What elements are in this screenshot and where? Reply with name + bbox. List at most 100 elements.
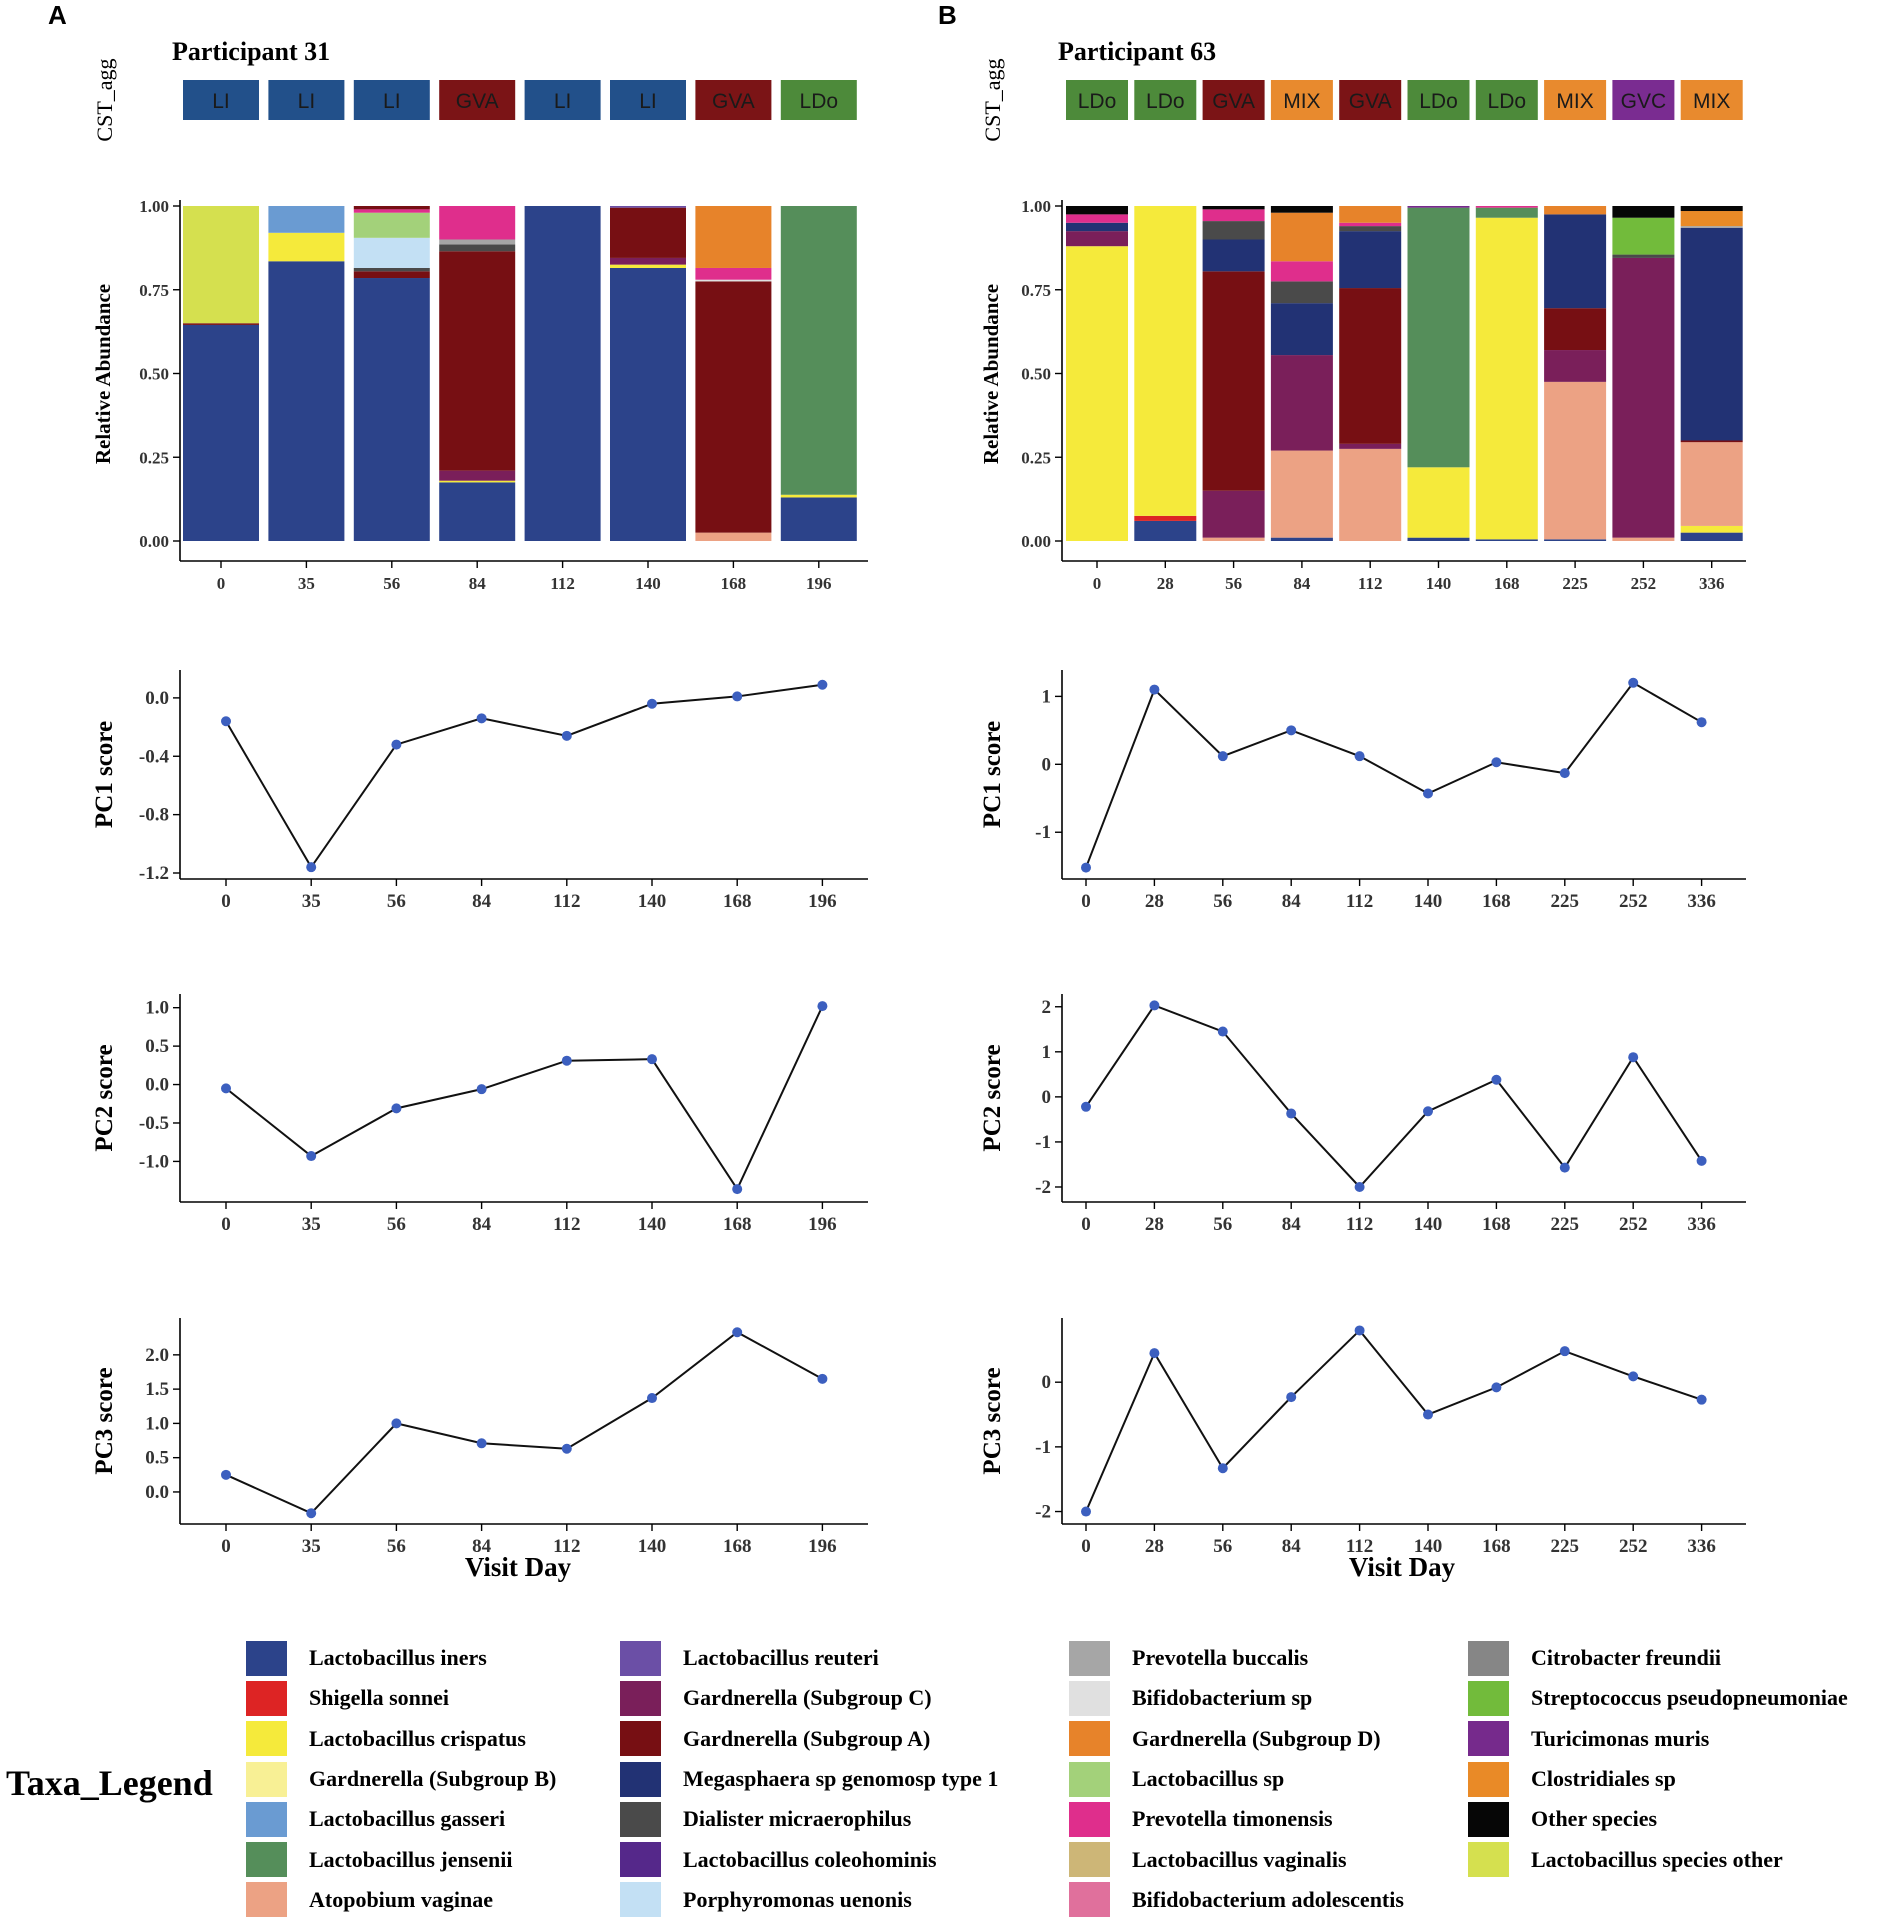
- bar-segment: [1066, 231, 1128, 247]
- bar-segment: [695, 206, 772, 268]
- y-tick-label: -0.5: [139, 1113, 169, 1134]
- x-tick-label: 196: [808, 1214, 837, 1235]
- cst-cell: [439, 80, 516, 120]
- bar-segment: [353, 206, 430, 210]
- bar-segment: [1544, 206, 1607, 215]
- legend-label: Citrobacter freundii: [1531, 1645, 1722, 1671]
- y-tick-label: 2: [1042, 997, 1052, 1018]
- y-tick-label: 0.5: [145, 1036, 169, 1057]
- bar-segment: [1407, 207, 1470, 468]
- x-tick-label: 140: [638, 1536, 667, 1557]
- bar-segment: [1680, 525, 1743, 533]
- cst-cell: [610, 80, 686, 120]
- cst-cell: [1544, 80, 1607, 120]
- data-point: [1559, 768, 1570, 779]
- x-tick-label: 56: [383, 574, 400, 593]
- x-tick-label: 56: [1213, 1536, 1232, 1557]
- legend-swatch: [246, 1640, 287, 1676]
- bar-segment: [1339, 222, 1402, 227]
- data-point: [476, 713, 487, 724]
- legend-item: Atopobium vaginae: [246, 1880, 556, 1920]
- x-tick-label: 56: [387, 1214, 406, 1235]
- x-tick-label: 0: [221, 891, 231, 912]
- bar-segment: [1475, 207, 1538, 218]
- legend-column: Lactobacillus reuteri Gardnerella (Subgro…: [620, 1638, 998, 1920]
- bar-segment: [695, 532, 772, 541]
- y-tick-label: 0.25: [1021, 448, 1051, 467]
- x-tick-label: 28: [1145, 1536, 1164, 1557]
- y-tick-label: -1: [1035, 822, 1051, 843]
- x-tick-label: 168: [1482, 891, 1511, 912]
- y-tick-label: 0.0: [145, 1075, 169, 1096]
- legend-swatch: [620, 1680, 661, 1716]
- x-tick-label: 0: [1081, 1536, 1091, 1557]
- series-line: [1085, 1328, 1702, 1512]
- data-point: [732, 1327, 743, 1338]
- x-tick-label: 225: [1551, 1214, 1580, 1235]
- y-tick-label: -2: [1035, 1177, 1051, 1198]
- y-tick-label: 0.50: [1021, 365, 1051, 384]
- x-axis-title: Visit Day: [465, 1552, 572, 1582]
- cst-cell: [1134, 80, 1197, 120]
- legend-label: Atopobium vaginae: [309, 1886, 493, 1912]
- legend-label: Turicimonas muris: [1531, 1725, 1710, 1751]
- x-tick-label: 84: [1282, 1536, 1302, 1557]
- cst-cell: [268, 80, 345, 120]
- data-point: [647, 698, 657, 709]
- legend-item: Prevotella buccalis: [1069, 1638, 1404, 1678]
- cst-cell: [1680, 80, 1743, 120]
- bar-segment: [353, 209, 430, 213]
- data-point: [1491, 757, 1502, 768]
- data-point: [1286, 1108, 1297, 1119]
- legend-column: Citrobacter freundii Streptococcus pseudo…: [1468, 1638, 1848, 1880]
- bar-segment: [1612, 217, 1675, 255]
- y-tick-label: -0.8: [139, 805, 169, 826]
- bar-segment: [610, 264, 686, 268]
- bar-segment: [524, 206, 601, 541]
- bar-segment: [1202, 271, 1265, 491]
- bar-segment: [1202, 537, 1265, 541]
- y-tick-label: 0.75: [139, 281, 169, 300]
- data-point: [221, 1083, 231, 1094]
- legend-swatch: [620, 1801, 661, 1837]
- pc-chart-a-1: -1.2 -0.8 -0.4 0.0 0 35 56 84 112 140 168 196 PC1 sc…: [91, 670, 868, 912]
- legend-label: Lactobacillus iners: [309, 1645, 487, 1671]
- legend-item: Lactobacillus species other: [1468, 1839, 1848, 1879]
- x-tick-label: 140: [1414, 1536, 1443, 1557]
- bar-segment: [1339, 226, 1402, 232]
- x-tick-label: 140: [1414, 891, 1443, 912]
- x-tick-label: 336: [1687, 1214, 1716, 1235]
- data-point: [561, 1055, 572, 1066]
- legend-label: Bifidobacterium adolescentis: [1132, 1886, 1404, 1912]
- y-tick-label: 0: [1042, 1087, 1052, 1108]
- x-tick-label: 112: [553, 1536, 580, 1557]
- bar-segment: [1202, 239, 1265, 272]
- cst-cell-label: MIX: [1693, 90, 1730, 113]
- bar-segment: [1066, 246, 1128, 541]
- x-tick-label: 56: [1213, 1214, 1232, 1235]
- legend-swatch: [246, 1680, 287, 1716]
- legend-label: Bifidobacterium sp: [1132, 1685, 1313, 1711]
- bar-segment: [1339, 206, 1402, 223]
- legend-item: Lactobacillus coleohominis: [620, 1839, 998, 1879]
- legend-label: Megasphaera sp genomosp type 1: [683, 1766, 999, 1792]
- x-tick-label: 35: [302, 891, 321, 912]
- x-tick-label: 0: [221, 1536, 231, 1557]
- x-tick-label: 35: [298, 574, 315, 593]
- x-tick-label: 84: [1293, 574, 1311, 593]
- data-point: [476, 1084, 487, 1095]
- cst-cell-label: LI: [298, 90, 316, 113]
- cst-cell-label: LI: [383, 90, 401, 113]
- x-tick-label: 56: [387, 1536, 406, 1557]
- data-point: [476, 1438, 487, 1449]
- cst-cell: [1612, 80, 1675, 120]
- x-tick-label: 112: [1346, 1214, 1373, 1235]
- legend-swatch: [246, 1721, 287, 1757]
- legend-label: Clostridiales sp: [1531, 1766, 1676, 1792]
- legend-swatch: [1468, 1801, 1509, 1837]
- bar-segment: [1680, 442, 1743, 526]
- bar-segment: [439, 206, 516, 240]
- legend-item: Clostridiales sp: [1468, 1759, 1848, 1799]
- legend-swatch: [1069, 1761, 1110, 1797]
- cst-cell-label: GVA: [456, 90, 499, 113]
